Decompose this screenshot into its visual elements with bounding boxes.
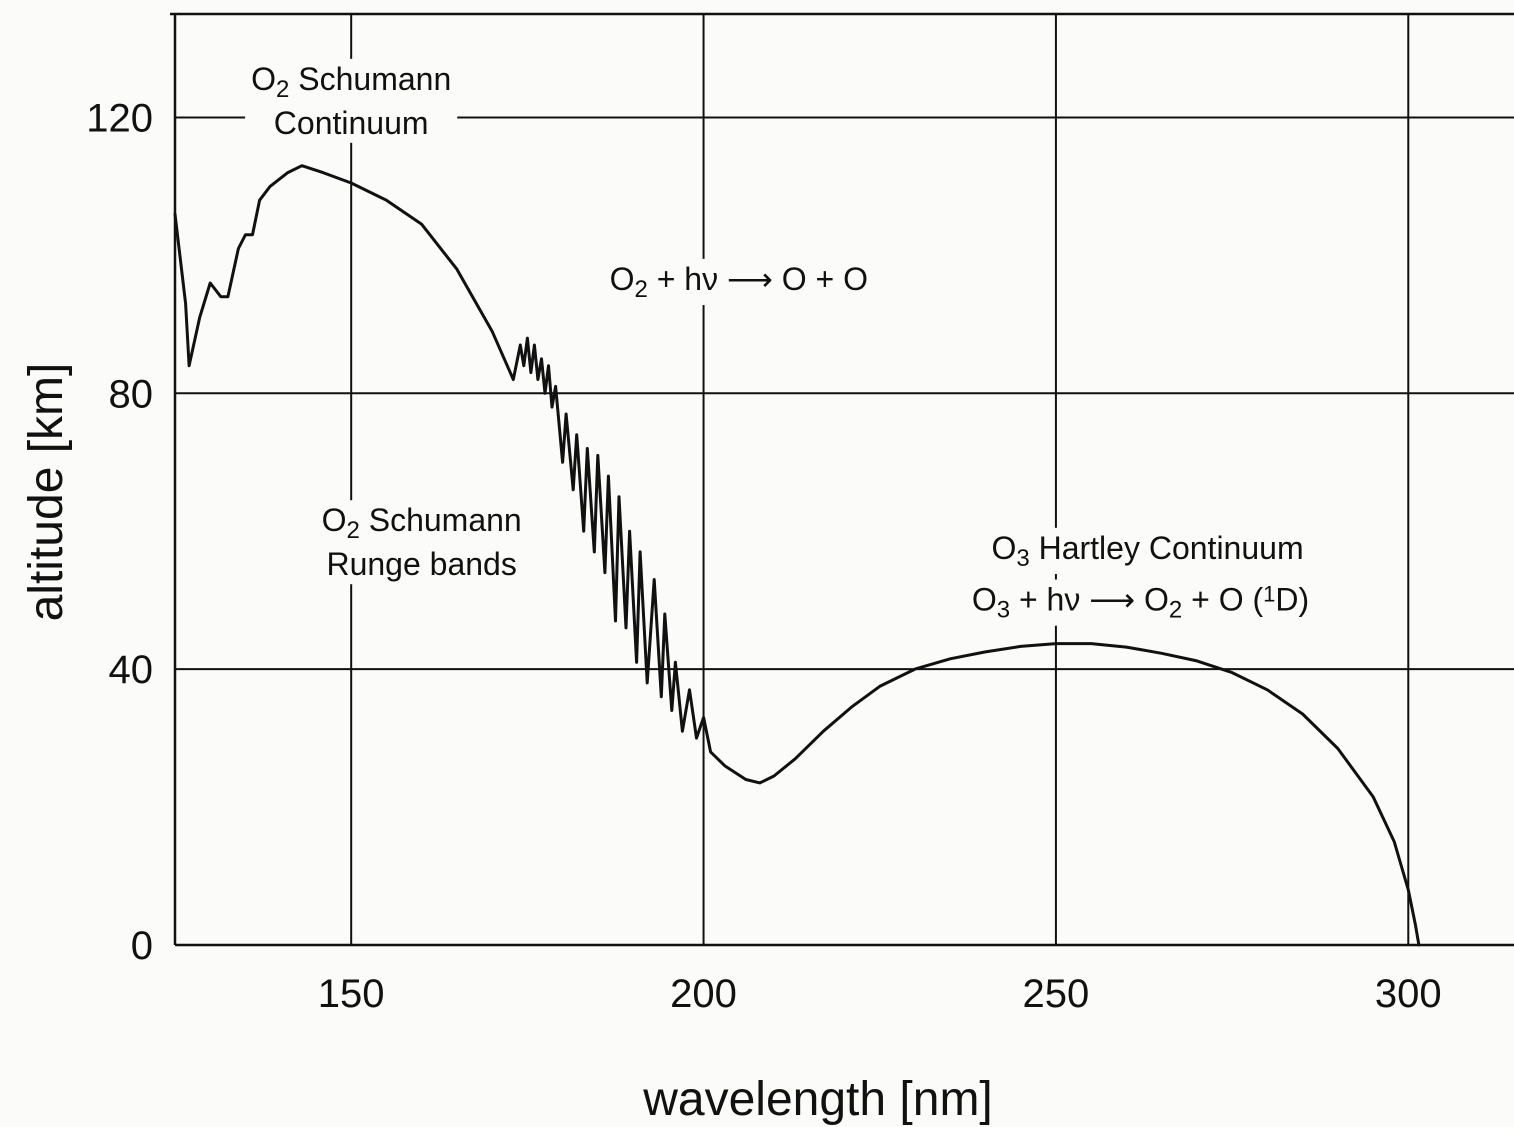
annotation-4: O3 + hν ⟶ O2 + O (1D): [965, 579, 1316, 626]
grid: [175, 14, 1514, 945]
annotation-bg-1: [603, 258, 875, 306]
y-axis-title: altitude [km]: [20, 363, 73, 622]
annotation-bg-3: [985, 527, 1310, 574]
y-tick-label-120: 120: [86, 96, 153, 140]
y-tick-label-80: 80: [109, 372, 154, 416]
annotation-text-2: O2 Schumann: [322, 502, 522, 544]
axis-labels: wavelength [nm] altitude [km]: [20, 363, 993, 1126]
x-tick-label-200: 200: [670, 972, 737, 1016]
annotation-text-0-line2: Continuum: [274, 105, 429, 141]
axes: 150 200 250 300 0 40 80 120: [86, 12, 1514, 1016]
y-tick-label-40: 40: [109, 648, 154, 692]
annotation-text-4: O3 + hν ⟶ O2 + O (1D): [972, 582, 1309, 624]
annotation-bg-4: [965, 579, 1316, 626]
series-line-0: [173, 164, 1421, 947]
annotation-text-3: O3 Hartley Continuum: [991, 530, 1303, 572]
annotation-bg-0: [245, 58, 458, 143]
annotation-text-0: O2 Schumann: [251, 61, 451, 103]
annotation-1: O2 + hν ⟶ O + O: [603, 258, 875, 306]
x-tick-label-250: 250: [1023, 972, 1090, 1016]
curves: [173, 164, 1421, 947]
x-tick-label-300: 300: [1375, 972, 1442, 1016]
x-axis-title: wavelength [nm]: [642, 1073, 993, 1126]
annotation-text-2-line2: Runge bands: [326, 546, 516, 582]
x-tick-label-150: 150: [318, 972, 385, 1016]
annotation-3: O3 Hartley Continuum: [985, 527, 1310, 574]
y-tick-label-0: 0: [131, 924, 153, 968]
annotation-text-1: O2 + hν ⟶ O + O: [610, 261, 868, 303]
annotation-bg-2: [315, 500, 528, 585]
